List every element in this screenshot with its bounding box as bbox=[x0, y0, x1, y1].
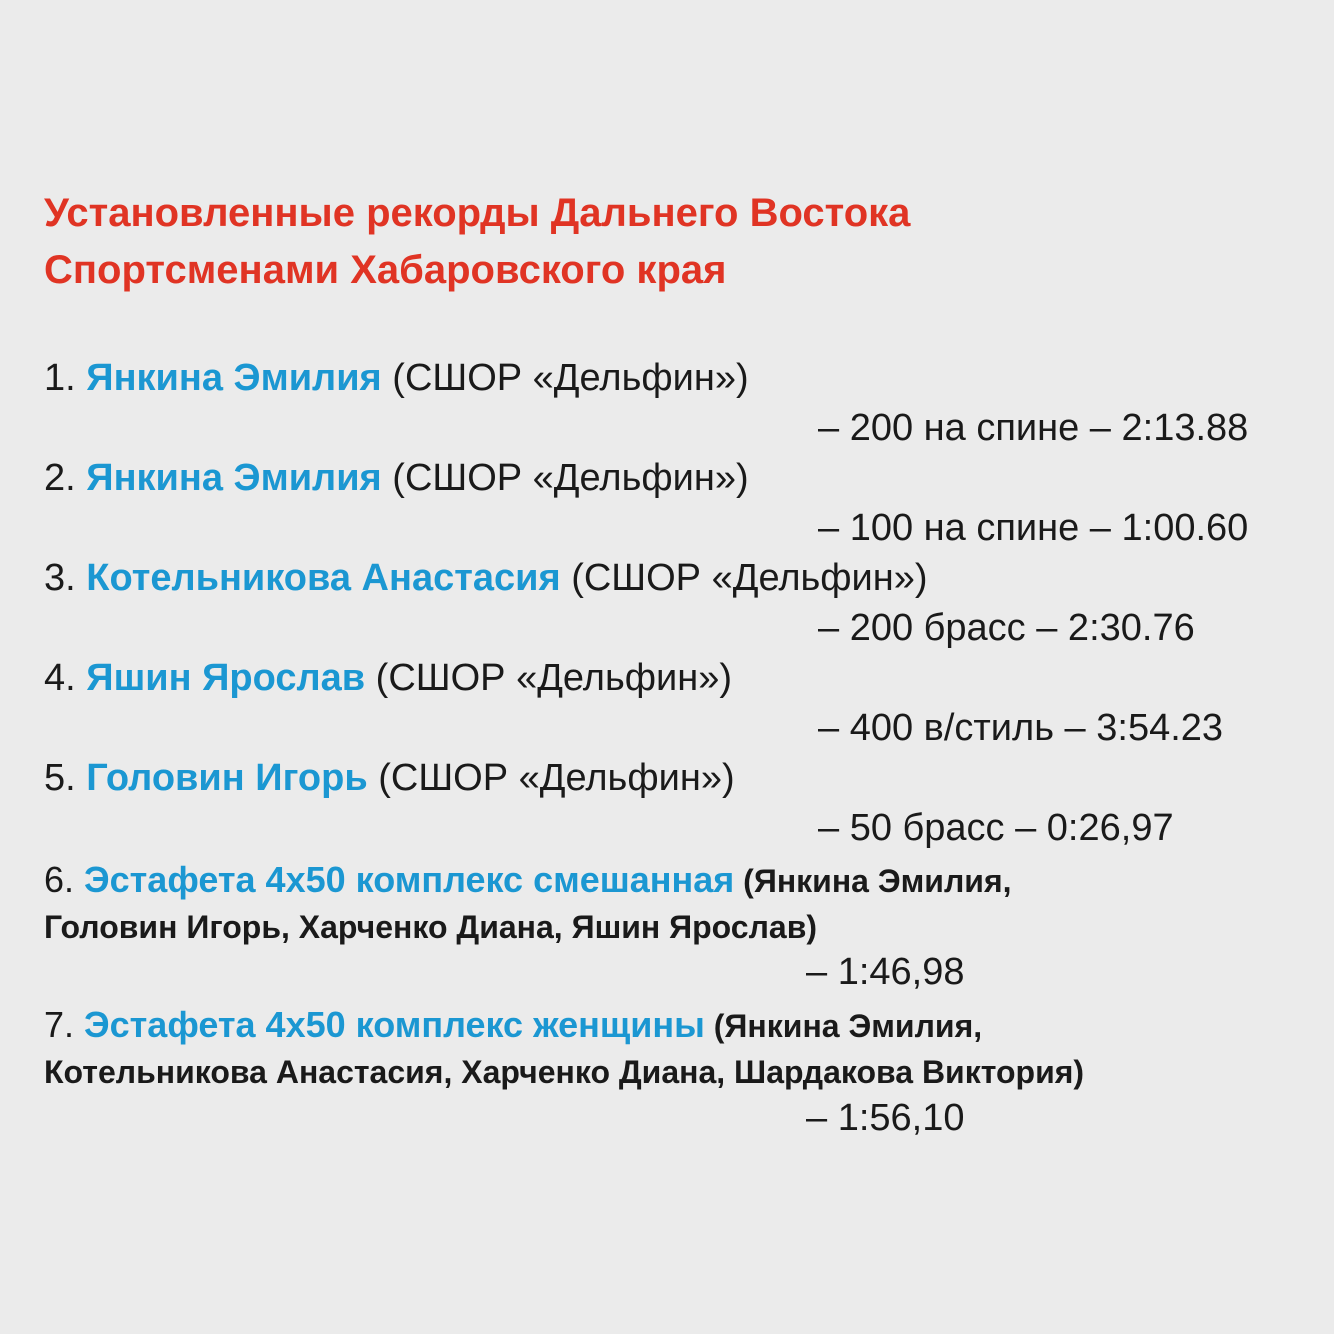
relay-members-cont: Котельникова Анастасия, Харченко Диана, … bbox=[44, 1054, 1085, 1090]
athlete-name: Яшин Ярослав bbox=[86, 657, 366, 699]
relay-members: (Янкина Эмилия, bbox=[734, 863, 1012, 899]
athlete-name: Головин Игорь bbox=[86, 757, 368, 799]
list-item: 4. Яшин Ярослав (СШОР «Дельфин») bbox=[44, 659, 732, 697]
list-item: 2. Янкина Эмилия (СШОР «Дельфин») bbox=[44, 459, 749, 497]
item-number: 3. bbox=[44, 557, 76, 599]
club: (СШОР «Дельфин») bbox=[367, 757, 735, 799]
title-line-1: Установленные рекорды Дальнего Востока bbox=[44, 191, 911, 235]
item-number: 1. bbox=[44, 357, 76, 399]
record-result: – 1:46,98 bbox=[806, 951, 965, 993]
athlete-name: Котельникова Анастасия bbox=[86, 557, 561, 599]
record-result: – 200 брасс – 2:30.76 bbox=[818, 607, 1195, 649]
list-item: 6. Эстафета 4х50 комплекс смешанная (Янк… bbox=[44, 862, 1012, 898]
title-line-2: Спортсменами Хабаровского края bbox=[44, 248, 727, 292]
relay-members-cont: Головин Игорь, Харченко Диана, Яшин Ярос… bbox=[44, 909, 818, 945]
athlete-name: Янкина Эмилия bbox=[86, 457, 382, 499]
list-item: 7. Эстафета 4х50 комплекс женщины (Янкин… bbox=[44, 1007, 982, 1043]
record-result: – 100 на спине – 1:00.60 bbox=[818, 507, 1249, 549]
item-number: 4. bbox=[44, 657, 76, 699]
club: (СШОР «Дельфин») bbox=[381, 357, 749, 399]
athlete-name: Янкина Эмилия bbox=[86, 357, 382, 399]
list-item: 3. Котельникова Анастасия (СШОР «Дельфин… bbox=[44, 559, 928, 597]
club: (СШОР «Дельфин») bbox=[560, 557, 928, 599]
relay-members: (Янкина Эмилия, bbox=[704, 1008, 983, 1044]
club: (СШОР «Дельфин») bbox=[365, 657, 733, 699]
list-item: 5. Головин Игорь (СШОР «Дельфин») bbox=[44, 759, 735, 797]
relay-name: Эстафета 4х50 комплекс смешанная bbox=[84, 859, 735, 900]
item-number: 6. bbox=[44, 859, 75, 900]
item-number: 5. bbox=[44, 757, 76, 799]
record-result: – 200 на спине – 2:13.88 bbox=[818, 407, 1249, 449]
item-number: 2. bbox=[44, 457, 76, 499]
club: (СШОР «Дельфин») bbox=[381, 457, 749, 499]
record-result: – 50 брасс – 0:26,97 bbox=[818, 807, 1174, 849]
record-result: – 1:56,10 bbox=[806, 1097, 965, 1139]
relay-name: Эстафета 4х50 комплекс женщины bbox=[84, 1004, 705, 1045]
record-result: – 400 в/стиль – 3:54.23 bbox=[818, 707, 1224, 749]
item-number: 7. bbox=[44, 1004, 75, 1045]
list-item: 1. Янкина Эмилия (СШОР «Дельфин») bbox=[44, 359, 749, 397]
